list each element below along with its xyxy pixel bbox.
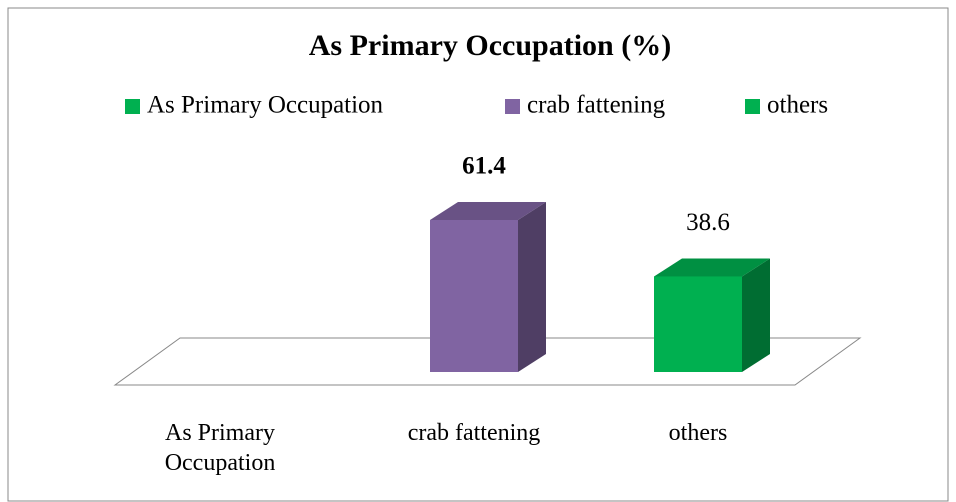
bar	[654, 276, 742, 372]
value-label: 61.4	[462, 153, 506, 180]
legend-label: others	[767, 92, 828, 119]
bar-top	[430, 202, 546, 220]
x-tick-label: others	[668, 420, 728, 446]
legend-marker	[505, 99, 520, 114]
legend-marker	[125, 99, 140, 114]
x-tick-label: As Primary Occupation	[164, 420, 276, 476]
bar	[430, 220, 518, 372]
legend-marker	[745, 99, 760, 114]
bar-side	[742, 258, 770, 372]
bar-side	[518, 202, 546, 372]
x-tick-label: crab fattening	[407, 420, 541, 446]
legend-label: crab fattening	[527, 92, 666, 119]
chart-title: As Primary Occupation (%)	[309, 29, 671, 62]
value-label: 38.6	[686, 209, 730, 236]
bar-top	[654, 258, 770, 277]
legend-label: As Primary Occupation	[147, 92, 384, 119]
